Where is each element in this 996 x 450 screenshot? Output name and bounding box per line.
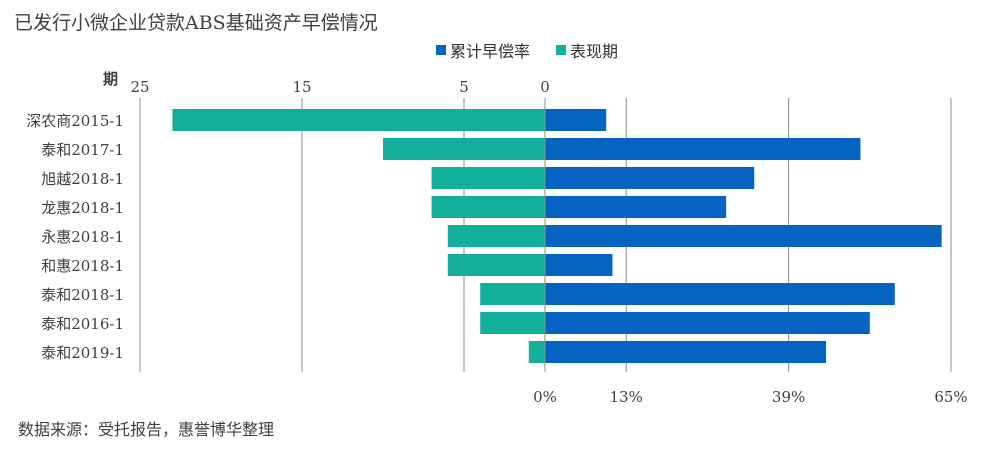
bar-period-8 (528, 341, 545, 363)
right-tick-label-13: 13% (610, 388, 643, 406)
bar-period-2 (431, 167, 545, 189)
category-label-0: 深农商2015-1 (26, 112, 124, 130)
left-tick-label-15: 15 (292, 78, 311, 96)
category-label-3: 龙惠2018-1 (41, 199, 124, 217)
bar-period-4 (447, 225, 545, 247)
left-tick-label-25: 25 (130, 78, 149, 96)
legend-label-period: 表现期 (570, 42, 619, 61)
bar-prepayment-3 (545, 196, 727, 218)
bar-prepayment-8 (545, 341, 827, 363)
bar-prepayment-7 (545, 312, 870, 334)
legend-swatch-period (556, 45, 567, 55)
legend-label-prepayment: 累计早偿率 (450, 42, 531, 61)
bar-prepayment-0 (545, 109, 607, 131)
legend-item-period: 表现期 (556, 38, 618, 62)
bar-prepayment-6 (545, 283, 895, 305)
bar-period-5 (447, 254, 545, 276)
bar-period-3 (431, 196, 545, 218)
category-label-8: 泰和2019-1 (41, 344, 124, 362)
left-tick-label-0: 0 (540, 78, 550, 96)
bar-prepayment-1 (545, 138, 861, 160)
bar-period-0 (172, 109, 545, 131)
bar-period-7 (480, 312, 545, 334)
bar-period-6 (480, 283, 545, 305)
bar-prepayment-4 (545, 225, 942, 247)
right-tick-label-65: 65% (934, 388, 967, 406)
bar-period-1 (383, 138, 545, 160)
category-label-7: 泰和2016-1 (41, 315, 124, 333)
category-label-6: 泰和2018-1 (41, 286, 124, 304)
legend-swatch-prepayment (436, 45, 446, 55)
source-note: 数据来源：受托报告，惠誉博华整理 (18, 420, 275, 439)
legend: 累计早偿率 表现期 (436, 38, 618, 62)
left-axis-label: 期 (103, 70, 118, 88)
category-label-2: 旭越2018-1 (41, 170, 124, 188)
legend-item-prepayment: 累计早偿率 (436, 38, 530, 62)
bar-prepayment-5 (545, 254, 613, 276)
right-tick-label-39: 39% (772, 388, 805, 406)
chart-title: 已发行小微企业贷款ABS基础资产早偿情况 (14, 12, 378, 34)
left-tick-label-5: 5 (459, 78, 469, 96)
category-label-4: 永惠2018-1 (41, 228, 124, 246)
bar-prepayment-2 (545, 167, 755, 189)
category-label-1: 泰和2017-1 (41, 141, 124, 159)
right-tick-label-0: 0% (533, 388, 557, 406)
category-label-5: 和惠2018-1 (41, 257, 124, 275)
